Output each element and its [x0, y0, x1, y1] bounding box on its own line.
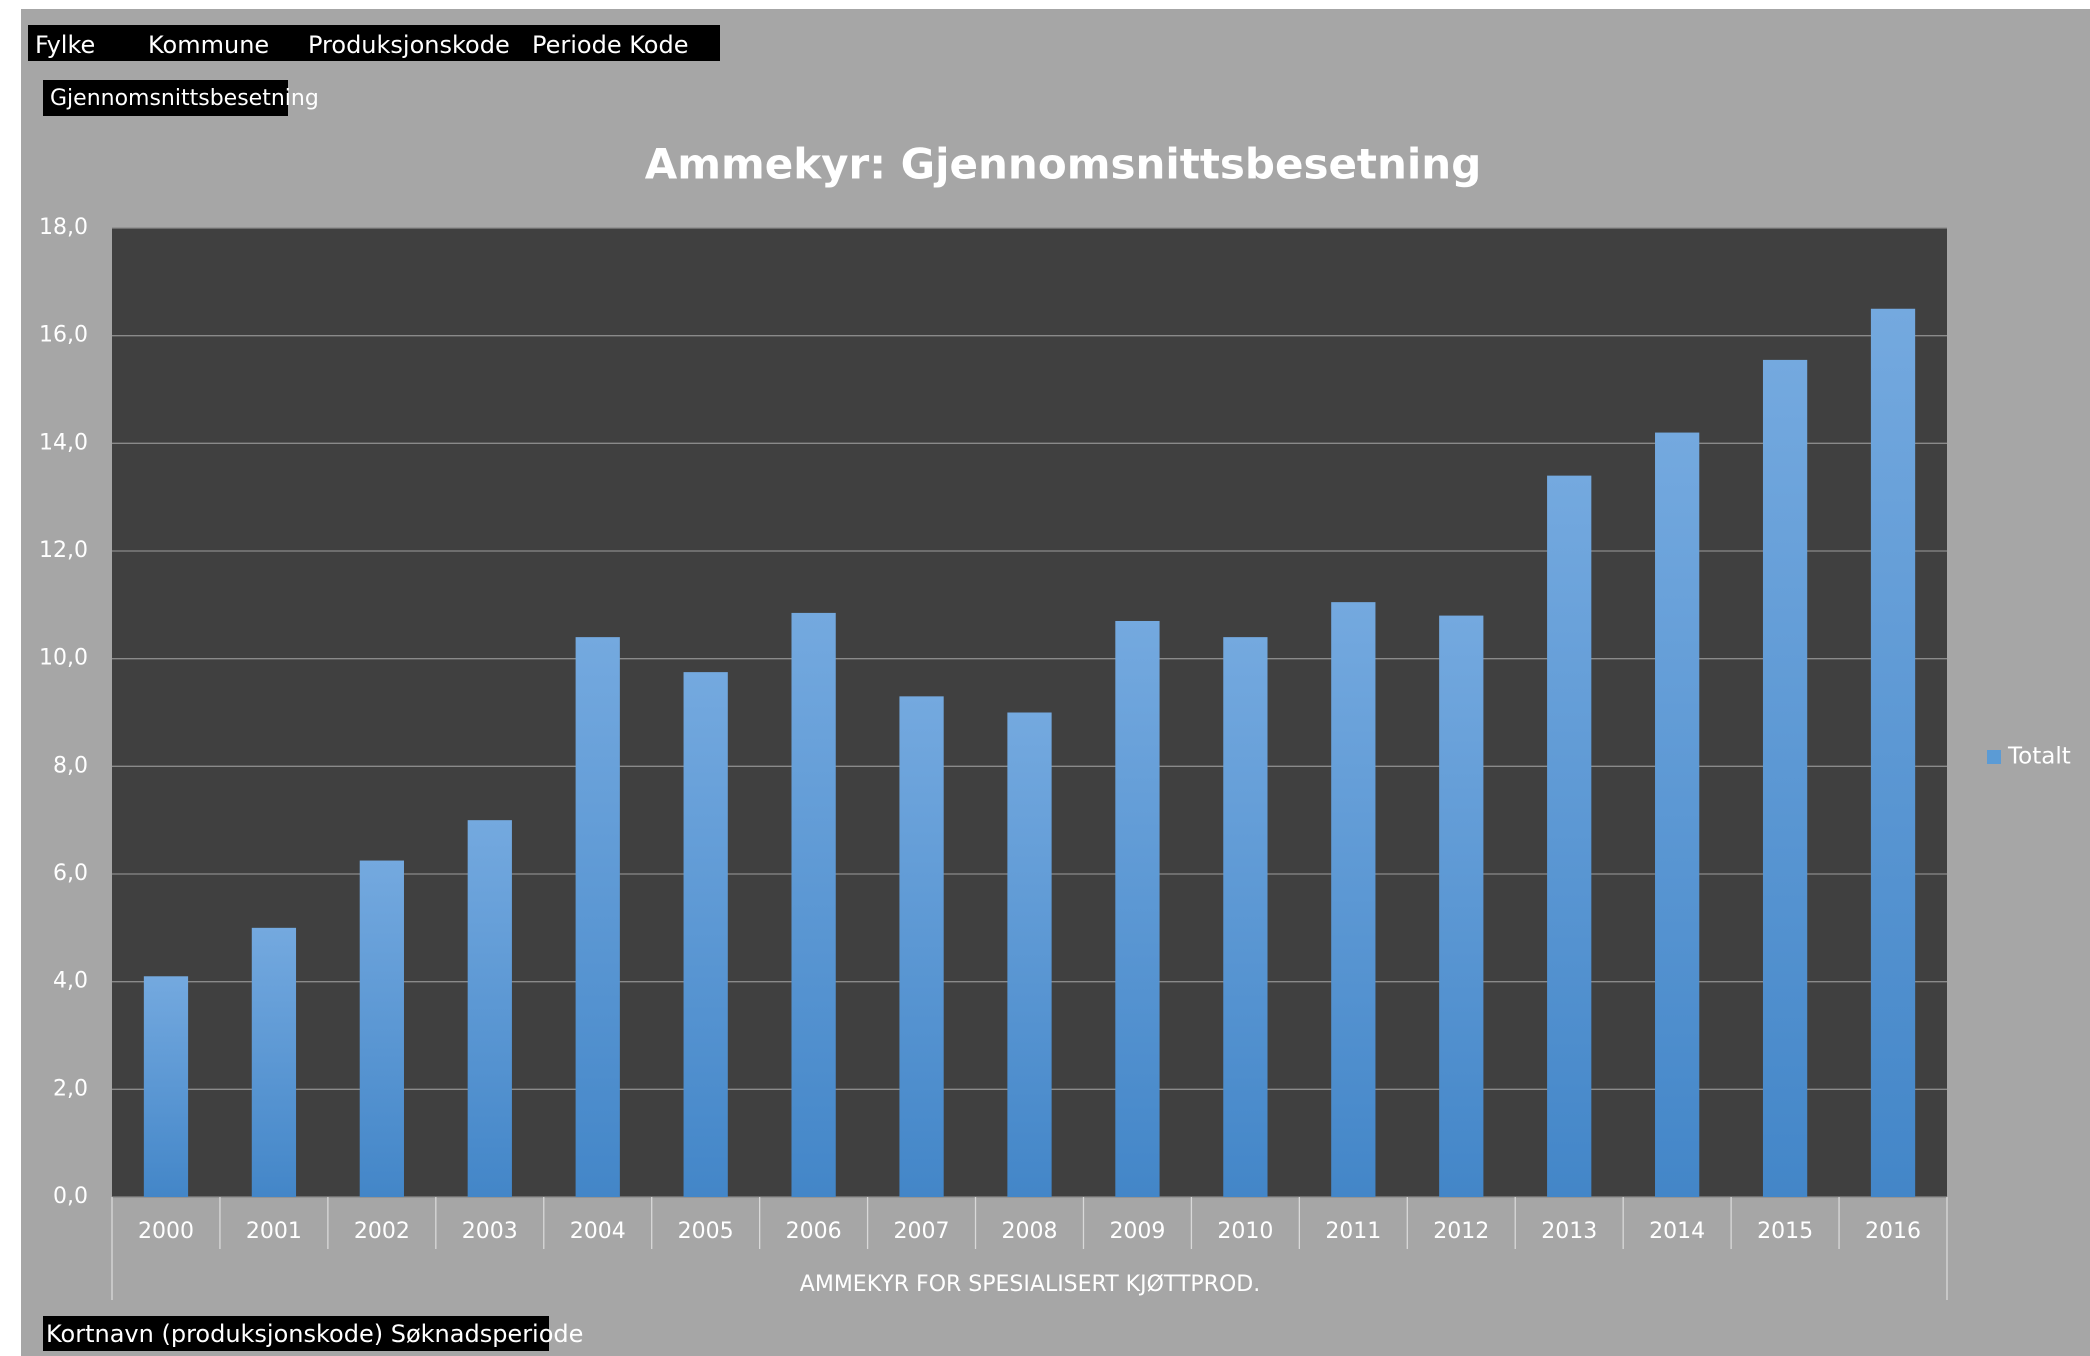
bar: [899, 696, 944, 1197]
x-tick-label: 2016: [1865, 1219, 1921, 1244]
x-tick-label: 2015: [1757, 1219, 1813, 1244]
x-tick-label: 2007: [894, 1219, 950, 1244]
x-tick-label: 2003: [462, 1219, 518, 1244]
bar: [683, 672, 728, 1197]
x-tick-label: 2002: [354, 1219, 410, 1244]
x-tick-label: 2013: [1541, 1219, 1597, 1244]
bar: [143, 976, 189, 1197]
bar: [1762, 359, 1808, 1197]
y-tick-label: 12,0: [39, 538, 88, 563]
filter-button[interactable]: Kommune: [148, 31, 269, 59]
x-tick-label: 2012: [1433, 1219, 1489, 1244]
x-tick-label: 2006: [786, 1219, 842, 1244]
row-field-button[interactable]: [43, 1316, 549, 1351]
y-tick-label: 4,0: [53, 969, 88, 994]
y-tick-label: 0,0: [53, 1184, 88, 1209]
value-field-button[interactable]: [43, 80, 288, 116]
x-axis-title: AMMEKYR FOR SPESIALISERT KJØTTPROD.: [800, 1272, 1260, 1297]
bar: [251, 927, 297, 1197]
bar: [575, 637, 620, 1197]
x-tick-label: 2008: [1002, 1219, 1058, 1244]
x-tick-label: 2011: [1325, 1219, 1381, 1244]
x-tick-label: 2010: [1217, 1219, 1273, 1244]
chart-title: Ammekyr: Gjennomsnittsbesetning: [645, 140, 1482, 189]
y-tick-label: 10,0: [39, 646, 88, 671]
bar: [1223, 637, 1268, 1197]
bar: [1115, 620, 1160, 1197]
y-tick-label: 14,0: [39, 430, 88, 455]
y-tick-label: 2,0: [53, 1076, 88, 1101]
x-tick-label: 2014: [1649, 1219, 1705, 1244]
value-field-label: Gjennomsnittsbesetning: [50, 86, 319, 111]
legend-swatch: [1987, 750, 2001, 764]
filter-button[interactable]: Fylke: [35, 31, 95, 59]
filter-bar: [28, 25, 720, 61]
y-tick-label: 8,0: [53, 753, 88, 778]
x-tick-label: 2004: [570, 1219, 626, 1244]
bar: [791, 612, 836, 1197]
bar: [1870, 308, 1916, 1197]
row-field-label: Kortnavn (produksjonskode) Søknadsperiod…: [46, 1320, 583, 1348]
filter-button[interactable]: Produksjonskode: [308, 31, 510, 59]
bar: [359, 860, 404, 1197]
bar: [467, 820, 512, 1197]
x-tick-label: 2000: [138, 1219, 194, 1244]
filter-button[interactable]: Periode Kode: [532, 31, 688, 59]
y-tick-label: 18,0: [39, 215, 88, 240]
y-tick-label: 6,0: [53, 861, 88, 886]
bar: [1007, 712, 1052, 1197]
bar: [1439, 615, 1484, 1197]
y-tick-label: 16,0: [39, 323, 88, 348]
x-tick-label: 2009: [1109, 1219, 1165, 1244]
legend-label: Totalt: [2007, 744, 2071, 770]
x-tick-label: 2001: [246, 1219, 302, 1244]
bar: [1547, 475, 1592, 1198]
bar: [1655, 432, 1700, 1198]
bar: [1331, 602, 1376, 1197]
x-tick-label: 2005: [678, 1219, 734, 1244]
